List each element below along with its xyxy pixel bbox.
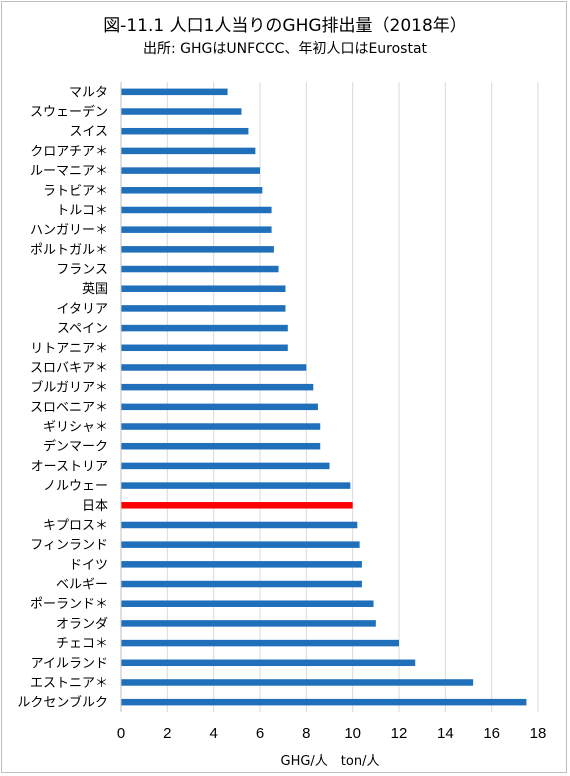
bar (121, 541, 360, 548)
category-label: イタリア (57, 302, 108, 317)
bar (121, 502, 353, 509)
bar (121, 167, 260, 174)
gridlines (166, 82, 539, 712)
bar (121, 521, 358, 529)
category-label: ベルギー (56, 578, 108, 593)
bar (121, 324, 288, 332)
x-tick-label: 4 (209, 725, 217, 742)
bar (121, 265, 279, 273)
category-label: ルクセンブルク (17, 695, 108, 711)
category-label: ノルウェー (43, 479, 108, 494)
category-label: ハンガリー＊ (30, 223, 108, 238)
category-label: マルタ (69, 85, 108, 100)
category-label: キプロス＊ (43, 518, 108, 533)
category-label: ブルガリア＊ (30, 380, 108, 396)
x-tick-label: 0 (117, 725, 125, 742)
bar (121, 423, 321, 430)
category-label: アイルランド (31, 656, 108, 671)
x-tick-label: 12 (391, 725, 408, 742)
bar (121, 620, 376, 627)
bar (121, 285, 286, 292)
bar (121, 88, 228, 96)
bar (121, 187, 263, 194)
bar (121, 659, 416, 667)
tick-labels: 0 2 4 6 8 10 12 14 16 18 (117, 725, 547, 742)
category-label: オランダ (56, 617, 108, 632)
bar (121, 147, 256, 155)
bar (121, 305, 286, 312)
bar (121, 364, 307, 371)
bar (121, 679, 474, 686)
x-tick-label: 8 (302, 725, 310, 742)
category-label: フランス (56, 263, 108, 278)
category-label: 日本 (82, 499, 108, 514)
x-tick-label: 14 (437, 725, 454, 742)
category-label: リトアニア＊ (30, 341, 108, 356)
category-label: スイス (69, 125, 108, 140)
category-label: トルコ＊ (56, 203, 108, 218)
category-label: スウェーデン (30, 104, 108, 120)
bar (121, 226, 272, 233)
chart-title: 図-11.1 人口1人当りのGHG排出量（2018年） (103, 16, 467, 36)
category-label: ギリシャ＊ (43, 420, 108, 435)
bar (121, 344, 288, 352)
x-tick-label: 6 (256, 725, 264, 742)
category-label: ラトビア＊ (43, 184, 108, 199)
category-label: オーストリア (31, 459, 108, 474)
category-label: スロバキア＊ (30, 361, 108, 376)
bar (121, 108, 242, 115)
category-label: スロベニア＊ (30, 400, 108, 415)
category-label: ポルトガル＊ (30, 243, 108, 258)
bar (121, 639, 399, 647)
x-axis-label: GHG/人 ton/人 (281, 754, 380, 769)
category-label: スペイン (57, 322, 108, 337)
bar (121, 561, 362, 568)
x-tick-label: 2 (163, 725, 171, 742)
bar (121, 442, 321, 450)
bars (121, 88, 527, 706)
bar (121, 462, 330, 470)
bar (121, 246, 274, 253)
bar (121, 127, 249, 135)
x-tick-label: 16 (483, 725, 500, 742)
bar (121, 698, 527, 706)
category-label: フィンランド (30, 538, 108, 553)
bar (121, 206, 272, 214)
category-label: エストニア＊ (30, 676, 108, 691)
category-label: デンマーク (43, 439, 108, 455)
bar (121, 403, 318, 411)
category-label: チェコ＊ (56, 637, 108, 652)
category-label: クロアチア＊ (30, 144, 108, 159)
bar (121, 580, 362, 588)
chart-subtitle: 出所: GHGはUNFCCC、年初人口はEurostat (142, 41, 428, 57)
category-label: ドイツ (69, 558, 108, 573)
bar (121, 482, 351, 489)
x-tick-label: 10 (344, 725, 361, 742)
bar (121, 600, 374, 607)
category-label: ポーランド＊ (30, 597, 108, 612)
category-label: 英国 (82, 282, 108, 297)
x-tick-label: 18 (530, 725, 547, 742)
category-label: ルーマニア＊ (30, 164, 108, 179)
bar (121, 383, 314, 391)
